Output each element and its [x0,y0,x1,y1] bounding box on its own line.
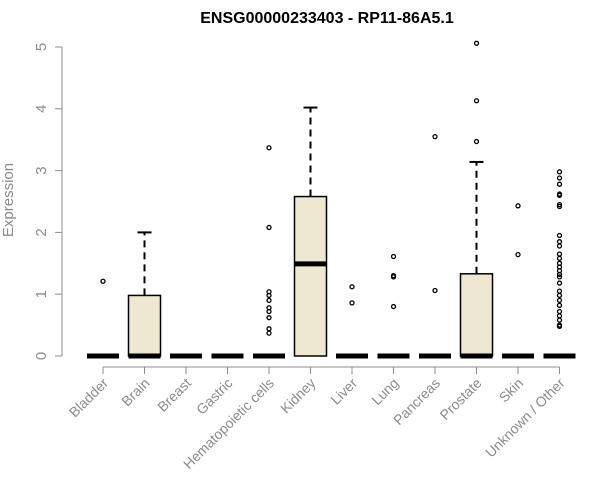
outlier-point [556,274,563,280]
outlier-point [266,326,272,332]
box-group [336,284,368,359]
outlier-point [556,308,563,315]
outlier-point [556,201,563,208]
outlier-point [100,278,106,284]
y-tick-label: 1 [33,290,50,298]
box-group [87,278,119,359]
y-tick-label: 3 [33,166,50,174]
outlier-point [556,251,563,257]
outlier-point [515,203,521,209]
outlier-point [556,271,563,278]
x-tick-label: Unknown / Other [482,375,568,461]
outlier-point [556,292,563,299]
outlier-point [266,330,272,336]
outlier-point [266,292,272,299]
outlier-point [556,323,563,329]
outlier-point [556,297,563,304]
box-group [293,106,328,357]
x-tick-label: Lung [368,375,401,408]
y-axis-label: Expression [0,163,17,237]
x-tick-label: Skin [496,375,527,406]
outlier-point [266,224,272,231]
x-tick-label: Prostate [436,375,484,423]
outlier-point [473,40,480,46]
outlier-point [556,232,563,239]
outlier-point [390,253,397,260]
box-group [253,145,285,359]
outlier-point [556,317,563,323]
outlier-point [515,251,521,258]
box-iqr [127,294,162,357]
outlier-point [390,303,397,310]
outlier-point [556,280,563,286]
x-tick-label: Brain [118,375,152,409]
x-tick-label: Kidney [277,375,319,417]
box-group [543,169,576,359]
outlier-point [473,98,480,104]
outlier-point [556,302,563,308]
outlier-point [432,287,438,294]
outlier-point [266,145,272,151]
y-axis: 0 1 2 3 4 5 [33,43,63,360]
outlier-point [473,138,480,145]
outlier-point [349,284,355,290]
outlier-point [266,315,272,321]
y-tick-label: 0 [33,352,50,360]
box-iqr [459,273,494,357]
x-tick-label: Breast [154,375,194,415]
boxes-group [87,40,576,359]
box-group [127,231,162,359]
y-tick-label: 5 [33,43,50,51]
outlier-point [266,308,272,315]
box-group [377,253,410,359]
y-tick-label: 2 [33,228,50,236]
outlier-point [556,239,563,245]
outlier-point [390,274,397,280]
outlier-point [349,300,355,306]
outlier-point [556,288,563,294]
box-iqr [293,195,328,357]
x-tick-label: Bladder [66,375,112,421]
outlier-point [556,169,563,175]
outlier-point [556,203,563,210]
y-tick-label: 4 [33,105,50,113]
outlier-point [556,192,563,198]
outlier-point [432,133,438,140]
outlier-point [556,181,563,187]
outlier-point [556,243,563,249]
box-group [419,133,451,359]
outlier-point [556,313,563,319]
box-group [502,203,534,359]
x-tick-label: Liver [327,375,360,408]
outlier-point [556,175,563,181]
outlier-point [266,297,272,304]
outlier-point [556,255,563,262]
box-group [459,40,494,359]
chart-title: ENSG00000233403 - RP11-86A5.1 [200,10,454,27]
